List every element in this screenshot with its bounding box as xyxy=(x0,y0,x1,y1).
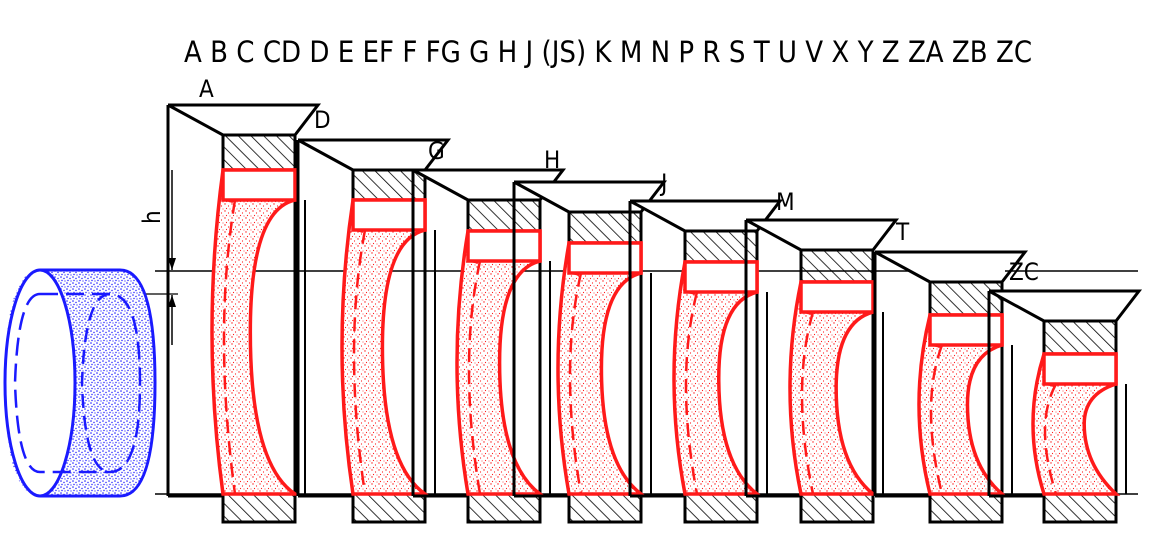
hole-block-d: D xyxy=(296,106,452,524)
hole-label: J xyxy=(659,169,667,197)
hole-label: D xyxy=(314,106,331,134)
hole-block-h: H xyxy=(512,146,668,524)
hole-block-a: A xyxy=(166,75,322,524)
hole-label: ZC xyxy=(1009,258,1039,286)
shaft-cylinder xyxy=(3,268,157,498)
hole-block-zc: ZC xyxy=(987,258,1143,524)
holes-layer: A D G H J M T ZC xyxy=(166,75,1143,524)
hole-block-j: J xyxy=(628,169,784,524)
hole-block-g: G xyxy=(411,137,567,524)
dimension-label: h xyxy=(138,210,166,224)
hole-label: M xyxy=(776,188,795,216)
hole-label: H xyxy=(544,146,560,174)
hole-block-t: T xyxy=(873,218,1029,524)
hole-label: A xyxy=(199,75,214,103)
hole-label: T xyxy=(895,218,910,246)
hole-label: G xyxy=(428,137,445,165)
hole-block-m: M xyxy=(744,188,900,524)
tolerance-letters: A B C CD D E EF F FG G H J (JS) K M N P … xyxy=(184,35,1032,69)
